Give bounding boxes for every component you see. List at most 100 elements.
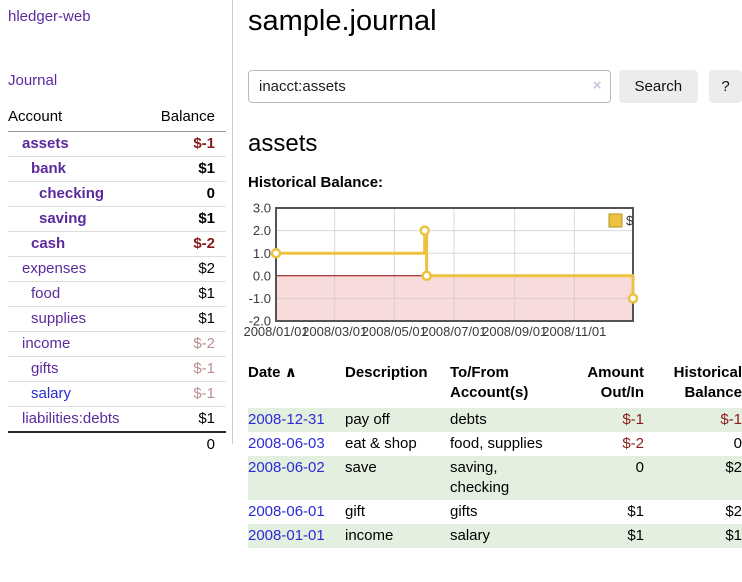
register-table: Date ∧ Description To/From Account(s) Am… bbox=[248, 363, 742, 548]
account-link[interactable]: supplies bbox=[31, 310, 87, 327]
account-balance: $1 bbox=[145, 206, 226, 232]
transaction-date-link[interactable]: 2008-12-31 bbox=[248, 411, 325, 428]
chart-title: Historical Balance: bbox=[248, 174, 384, 191]
page-title: sample.journal bbox=[248, 5, 437, 37]
transaction-accounts: saving, checking bbox=[450, 459, 510, 496]
transaction-accounts: debts bbox=[450, 411, 487, 428]
sort-ascending-icon: ∧ bbox=[284, 364, 297, 381]
account-balance: $-1 bbox=[145, 356, 226, 382]
transaction-balance: $-1 bbox=[720, 411, 742, 428]
main-content: sample.journal × Search ? assets Histori… bbox=[243, 0, 742, 548]
register-column-date-label: Date bbox=[248, 364, 281, 381]
register-header-row: Date ∧ Description To/From Account(s) Am… bbox=[248, 363, 742, 408]
search-input[interactable] bbox=[248, 70, 611, 103]
svg-text:0.0: 0.0 bbox=[253, 268, 271, 283]
svg-text:$: $ bbox=[626, 213, 634, 228]
transaction-row: 2008-06-03 eat & shop food, supplies $-2 0 bbox=[248, 432, 742, 456]
account-link[interactable]: checking bbox=[39, 185, 105, 202]
transaction-balance: 0 bbox=[733, 435, 742, 452]
transaction-date-cell: 2008-06-03 bbox=[248, 432, 345, 456]
accounts-table: Account Balance assets $-1 bank $1 checking 0… bbox=[8, 105, 226, 457]
accounts-header-row: Account Balance bbox=[8, 105, 226, 132]
help-button[interactable]: ? bbox=[709, 70, 742, 103]
account-balance: $2 bbox=[145, 256, 226, 282]
sidebar-item-journal[interactable]: Journal bbox=[8, 72, 58, 89]
register-column-date[interactable]: Date ∧ bbox=[248, 363, 345, 408]
account-link[interactable]: expenses bbox=[22, 260, 87, 277]
svg-text:3.0: 3.0 bbox=[253, 201, 271, 216]
chart-legend: $ bbox=[608, 213, 634, 228]
account-row: bank $1 bbox=[8, 156, 226, 182]
transaction-accounts: food, supplies bbox=[450, 435, 543, 452]
account-name-cell: income bbox=[8, 331, 146, 357]
account-name-cell: salary bbox=[8, 381, 146, 407]
account-link[interactable]: assets bbox=[22, 135, 69, 152]
app-title-link[interactable]: hledger-web bbox=[8, 8, 91, 25]
transaction-row: 2008-01-01 income salary $1 $1 bbox=[248, 524, 742, 548]
account-name-cell: cash bbox=[8, 231, 146, 257]
account-balance: $-1 bbox=[145, 131, 226, 157]
account-row: liabilities:debts $1 bbox=[8, 406, 226, 432]
account-balance: $1 bbox=[145, 306, 226, 332]
account-row: expenses $2 bbox=[8, 256, 226, 282]
account-name-cell: gifts bbox=[8, 356, 146, 382]
account-row: supplies $1 bbox=[8, 306, 226, 332]
account-name-cell: food bbox=[8, 281, 146, 307]
account-name-cell: assets bbox=[8, 131, 146, 157]
register-column-description: Description bbox=[345, 364, 428, 381]
account-link[interactable]: cash bbox=[31, 235, 66, 252]
account-link[interactable]: gifts bbox=[31, 360, 59, 377]
account-link[interactable]: food bbox=[31, 285, 61, 302]
search-input-wrap: × bbox=[248, 70, 611, 103]
transaction-date-link[interactable]: 2008-01-01 bbox=[248, 527, 325, 544]
account-balance: $-2 bbox=[145, 231, 226, 257]
transaction-accounts: salary bbox=[450, 527, 491, 544]
accounts-total-spacer bbox=[8, 431, 146, 457]
transaction-row: 2008-12-31 pay off debts $-1 $-1 bbox=[248, 408, 742, 432]
svg-text:-1.0: -1.0 bbox=[249, 291, 271, 306]
account-link[interactable]: saving bbox=[39, 210, 87, 227]
account-row: food $1 bbox=[8, 281, 226, 307]
account-name-cell: saving bbox=[8, 206, 146, 232]
transaction-description: save bbox=[345, 459, 377, 476]
account-link[interactable]: income bbox=[22, 335, 71, 352]
account-link[interactable]: liabilities:debts bbox=[22, 410, 120, 427]
account-row: gifts $-1 bbox=[8, 356, 226, 382]
accounts-column-account: Account bbox=[8, 105, 146, 132]
transaction-date-link[interactable]: 2008-06-03 bbox=[248, 435, 325, 452]
account-row: assets $-1 bbox=[8, 131, 226, 157]
transaction-date-cell: 2008-01-01 bbox=[248, 524, 345, 548]
account-name-cell: liabilities:debts bbox=[8, 406, 146, 432]
transaction-balance: $2 bbox=[725, 459, 742, 476]
transaction-date-link[interactable]: 2008-06-02 bbox=[248, 459, 325, 476]
transaction-date-cell: 2008-06-02 bbox=[248, 456, 345, 500]
transaction-amount: $1 bbox=[627, 503, 644, 520]
svg-text:2008/01/01: 2008/01/01 bbox=[243, 324, 308, 339]
search-button[interactable]: Search bbox=[618, 70, 699, 103]
transaction-amount: 0 bbox=[635, 459, 644, 476]
svg-text:2008/05/01: 2008/05/01 bbox=[362, 324, 427, 339]
account-balance: $-2 bbox=[145, 331, 226, 357]
account-row: income $-2 bbox=[8, 331, 226, 357]
transaction-description: income bbox=[345, 527, 394, 544]
transaction-date-link[interactable]: 2008-06-01 bbox=[248, 503, 325, 520]
search-form: × Search ? bbox=[248, 70, 742, 103]
account-balance: $-1 bbox=[145, 381, 226, 407]
transaction-date-cell: 2008-12-31 bbox=[248, 408, 345, 432]
transaction-amount: $-1 bbox=[622, 411, 644, 428]
account-link[interactable]: salary bbox=[31, 385, 72, 402]
account-name-cell: supplies bbox=[8, 306, 146, 332]
account-link[interactable]: bank bbox=[31, 160, 67, 177]
transaction-description: gift bbox=[345, 503, 366, 520]
accounts-body: assets $-1 bank $1 checking 0 saving $1 cash $-2 e… bbox=[8, 131, 226, 432]
register-column-balance: Historical Balance bbox=[673, 364, 742, 401]
account-row: salary $-1 bbox=[8, 381, 226, 407]
account-name-cell: expenses bbox=[8, 256, 146, 282]
account-row: checking 0 bbox=[8, 181, 226, 207]
account-row: saving $1 bbox=[8, 206, 226, 232]
transaction-accounts: gifts bbox=[450, 503, 478, 520]
register-body: 2008-12-31 pay off debts $-1 $-1 2008-06-03 ea… bbox=[248, 408, 742, 548]
transaction-description: eat & shop bbox=[345, 435, 417, 452]
transaction-balance: $1 bbox=[725, 527, 742, 544]
clear-search-icon[interactable]: × bbox=[592, 77, 602, 94]
